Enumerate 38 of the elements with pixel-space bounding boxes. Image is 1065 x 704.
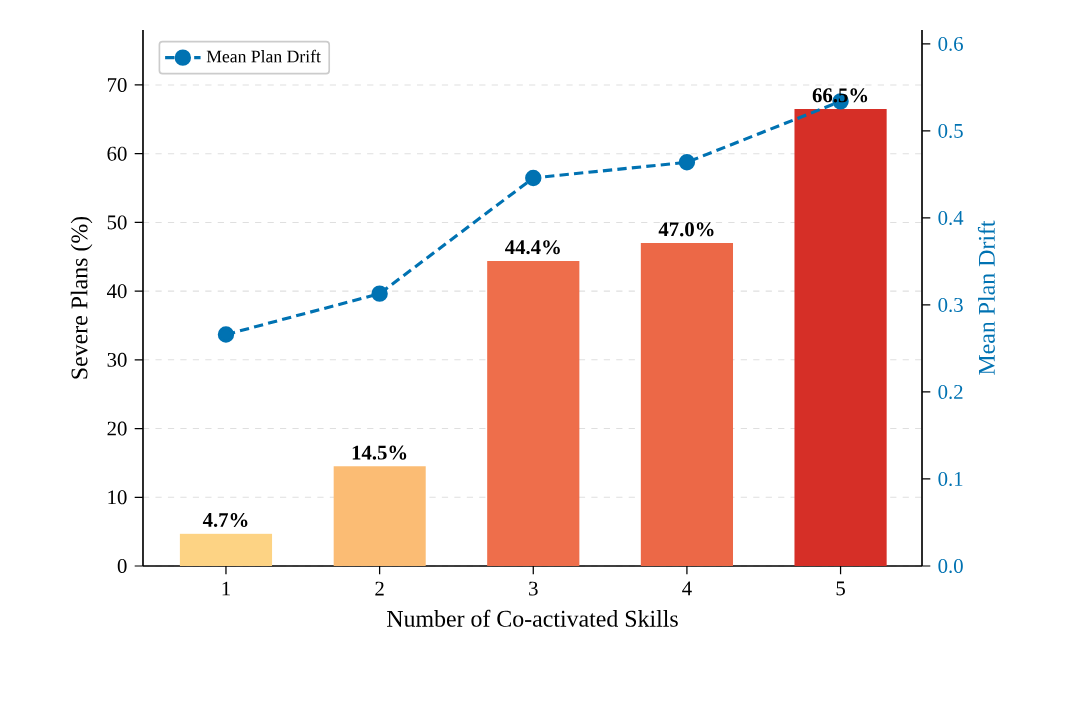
bar bbox=[333, 466, 426, 566]
y2-axis-title: Mean Plan Drift bbox=[977, 220, 995, 375]
bar bbox=[487, 260, 580, 566]
y-tick-label: 10 bbox=[108, 490, 127, 505]
y-tick-label: 50 bbox=[107, 215, 127, 230]
x-axis-title: Number of Co-activated Skills bbox=[387, 609, 678, 627]
bar bbox=[179, 533, 273, 566]
y-axis-title: Severe Plans (%) bbox=[70, 216, 93, 379]
y-tick-label: 40 bbox=[106, 284, 127, 299]
point bbox=[678, 154, 696, 171]
y2-tick-label: 0.0 bbox=[938, 558, 963, 574]
legend-label: Mean Plan Drift bbox=[206, 49, 321, 63]
x-tick-label: 4 bbox=[682, 581, 692, 596]
x-tick-label: 2 bbox=[375, 581, 384, 596]
y-tick-label: 20 bbox=[107, 421, 127, 436]
y2-tick-label: 0.4 bbox=[938, 210, 964, 225]
bar bbox=[794, 109, 887, 566]
data-label: 66.5% bbox=[812, 88, 868, 103]
point bbox=[371, 285, 388, 302]
y-tick-label: 60 bbox=[107, 146, 127, 161]
y2-tick-label: 0.1 bbox=[938, 471, 963, 487]
y2-tick-label: 0.6 bbox=[938, 36, 963, 51]
y2-tick-label: 0.2 bbox=[938, 384, 963, 400]
data-label: 44.4% bbox=[505, 240, 560, 255]
x-tick-label: 5 bbox=[836, 581, 845, 596]
y-tick-label: 30 bbox=[107, 352, 127, 367]
data-label: 14.5% bbox=[352, 445, 407, 460]
y2-tick-label: 0.3 bbox=[938, 297, 963, 313]
point bbox=[217, 326, 235, 343]
data-label: 4.7% bbox=[202, 512, 248, 528]
y2-tick-label: 0.5 bbox=[938, 123, 963, 138]
point bbox=[525, 169, 542, 187]
bar bbox=[640, 243, 734, 566]
data-label: 47.0% bbox=[658, 222, 714, 237]
x-tick-label: 3 bbox=[529, 581, 538, 596]
y-tick-label: 0 bbox=[117, 559, 127, 573]
x-tick-label: 1 bbox=[222, 581, 230, 596]
y-tick-label: 70 bbox=[107, 77, 127, 92]
